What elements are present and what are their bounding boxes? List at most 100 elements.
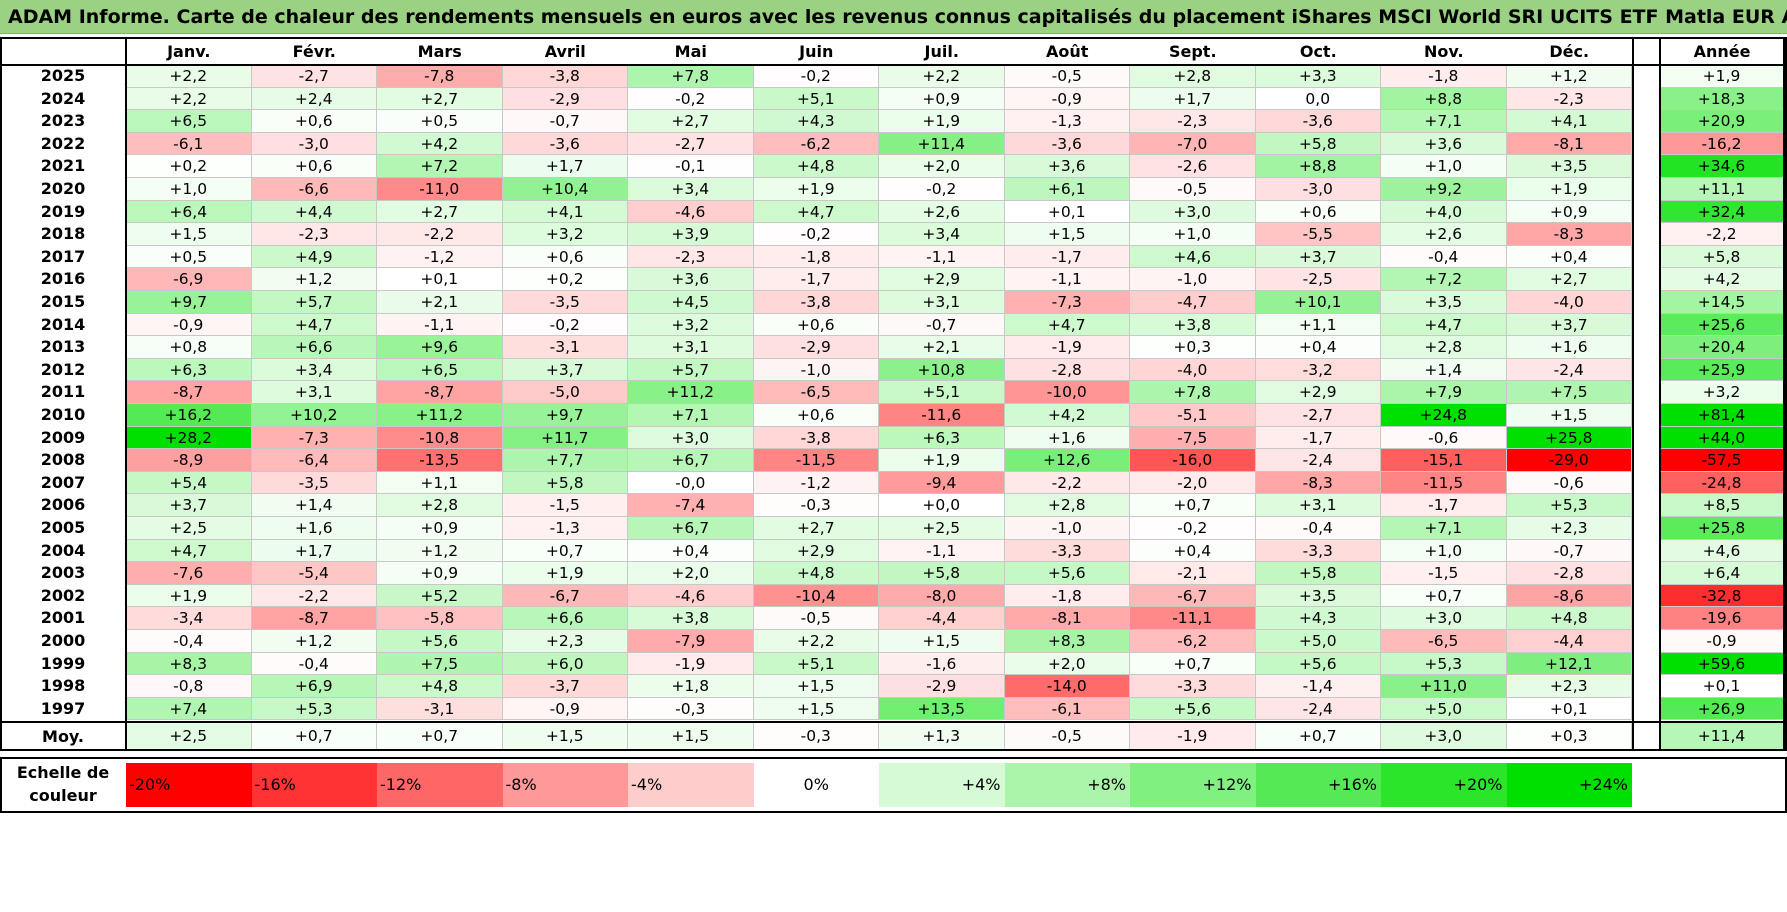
- heatmap-cell: -1,7: [1004, 245, 1130, 269]
- heatmap-cell: +28,2: [126, 426, 252, 450]
- annual-cell: +1,9: [1660, 65, 1784, 88]
- heatmap-cell: +1,2: [1506, 65, 1632, 88]
- column-header: Nov.: [1423, 42, 1464, 61]
- heatmap-cell: +1,5: [879, 630, 1005, 653]
- heatmap-cell: +3,6: [1004, 155, 1130, 178]
- heatmap-cell: +11,2: [628, 381, 754, 404]
- heatmap-cell: -5,0: [502, 381, 628, 404]
- heatmap-cell: -3,7: [502, 675, 628, 698]
- column-header: Avril: [544, 42, 586, 61]
- heatmap-cell: -8,1: [1506, 132, 1632, 156]
- heatmap-cell: +1,7: [251, 539, 377, 563]
- heatmap-cell: +3,4: [251, 358, 377, 382]
- heatmap-cell: -7,3: [1004, 291, 1130, 314]
- heatmap-cell: -1,2: [753, 471, 879, 495]
- annual-cell: +20,4: [1660, 336, 1784, 359]
- heatmap-cell: -1,6: [879, 652, 1005, 676]
- heatmap-cell: +3,9: [628, 223, 754, 246]
- heatmap-cell: +0,6: [753, 313, 879, 337]
- heatmap-cell: +2,8: [377, 494, 503, 517]
- heatmap-cell: -10,4: [753, 584, 879, 608]
- heatmap-cell: +5,8: [1255, 562, 1381, 585]
- heatmap-cell: -0,4: [126, 630, 252, 653]
- legend-swatch: 0%: [753, 763, 879, 808]
- heatmap-cell: -0,0: [628, 471, 754, 495]
- heatmap-cell: +4,6: [1130, 245, 1256, 269]
- heatmap-cell: -3,0: [1255, 178, 1381, 201]
- heatmap-cell: +0,9: [879, 87, 1005, 111]
- heatmap-cell: +25,8: [1506, 426, 1632, 450]
- annual-cell: +18,3: [1660, 87, 1784, 111]
- average-separator: [0, 721, 1787, 724]
- heatmap-cell: -11,0: [377, 178, 503, 201]
- row-year-label: 2000: [40, 631, 86, 650]
- average-cell: +0,7: [251, 723, 377, 751]
- heatmap-cell: -2,4: [1506, 358, 1632, 382]
- heatmap-cell: +3,0: [1130, 200, 1256, 224]
- heatmap-cell: +6,7: [628, 449, 754, 472]
- heatmap-cell: +0,8: [126, 336, 252, 359]
- row-year-label: 2023: [40, 111, 86, 131]
- heatmap-cell: +0,6: [1255, 200, 1381, 224]
- heatmap-cell: +4,7: [251, 313, 377, 337]
- row-year-label: 2025: [40, 66, 86, 85]
- heatmap-cell: +4,8: [377, 675, 503, 698]
- heatmap-cell: +1,5: [753, 675, 879, 698]
- heatmap-cell: +1,9: [879, 110, 1005, 133]
- heatmap-cell: -3,1: [502, 336, 628, 359]
- heatmap-cell: +2,0: [628, 562, 754, 585]
- heatmap-cell: +2,3: [1506, 675, 1632, 698]
- heatmap-cell: -0,4: [1381, 245, 1507, 269]
- annual-cell: +5,8: [1660, 245, 1784, 269]
- heatmap-cell: +0,0: [879, 494, 1005, 517]
- heatmap-cell: -0,6: [1381, 426, 1507, 450]
- heatmap-cell: +4,7: [126, 539, 252, 563]
- heatmap-cell: +1,9: [879, 449, 1005, 472]
- average-cell: +0,3: [1506, 723, 1632, 751]
- column-header: Juin: [799, 42, 834, 61]
- row-year-label: 2014: [40, 314, 86, 334]
- heatmap-cell: -15,1: [1381, 449, 1507, 472]
- heatmap-cell: -2,7: [1255, 404, 1381, 427]
- annual-cell: +25,9: [1660, 358, 1784, 382]
- heatmap-cell: +7,2: [377, 155, 503, 178]
- heatmap-cell: -0,9: [126, 313, 252, 337]
- heatmap-cell: +3,8: [1130, 313, 1256, 337]
- heatmap-cell: +2,6: [879, 200, 1005, 224]
- heatmap-cell: -3,3: [1255, 539, 1381, 563]
- heatmap-cell: -1,1: [879, 245, 1005, 269]
- heatmap-cell: -8,3: [1255, 471, 1381, 495]
- heatmap-cell: -1,9: [1004, 336, 1130, 359]
- heatmap-cell: +6,5: [126, 110, 252, 133]
- heatmap-cell: +10,1: [1255, 291, 1381, 314]
- heatmap-cell: +2,2: [126, 65, 252, 88]
- heatmap-cell: +0,6: [251, 155, 377, 178]
- annual-cell: -24,8: [1660, 471, 1784, 495]
- heatmap-cell: +1,2: [377, 539, 503, 563]
- heatmap-cell: -3,5: [502, 291, 628, 314]
- heatmap-cell: +7,9: [1381, 381, 1507, 404]
- row-year-label: 2003: [40, 563, 86, 583]
- heatmap-cell: +3,8: [628, 607, 754, 630]
- heatmap-cell: +2,1: [377, 291, 503, 314]
- heatmap-cell: +2,2: [753, 630, 879, 653]
- heatmap-cell: +4,7: [753, 200, 879, 224]
- heatmap-cell: -8,7: [126, 381, 252, 404]
- heatmap-cell: +4,2: [1004, 404, 1130, 427]
- column-header: Mars: [417, 42, 462, 61]
- heatmap-cell: -11,1: [1130, 607, 1256, 630]
- average-cell: +1,5: [502, 723, 628, 751]
- heatmap-cell: +3,2: [502, 223, 628, 246]
- heatmap-cell: +0,4: [1130, 539, 1256, 563]
- column-header: Janv.: [167, 42, 211, 61]
- heatmap-cell: +0,4: [628, 539, 754, 563]
- heatmap-cell: +1,9: [1506, 178, 1632, 201]
- heatmap-cell: +1,5: [1004, 223, 1130, 246]
- heatmap-cell: -2,9: [879, 675, 1005, 698]
- heatmap-cell: +5,0: [1381, 697, 1507, 721]
- heatmap-cell: -7,3: [251, 426, 377, 450]
- heatmap-cell: +11,7: [502, 426, 628, 450]
- heatmap-cell: +2,4: [251, 87, 377, 111]
- heatmap-cell: +2,5: [126, 517, 252, 540]
- row-year-label: 2017: [40, 246, 86, 266]
